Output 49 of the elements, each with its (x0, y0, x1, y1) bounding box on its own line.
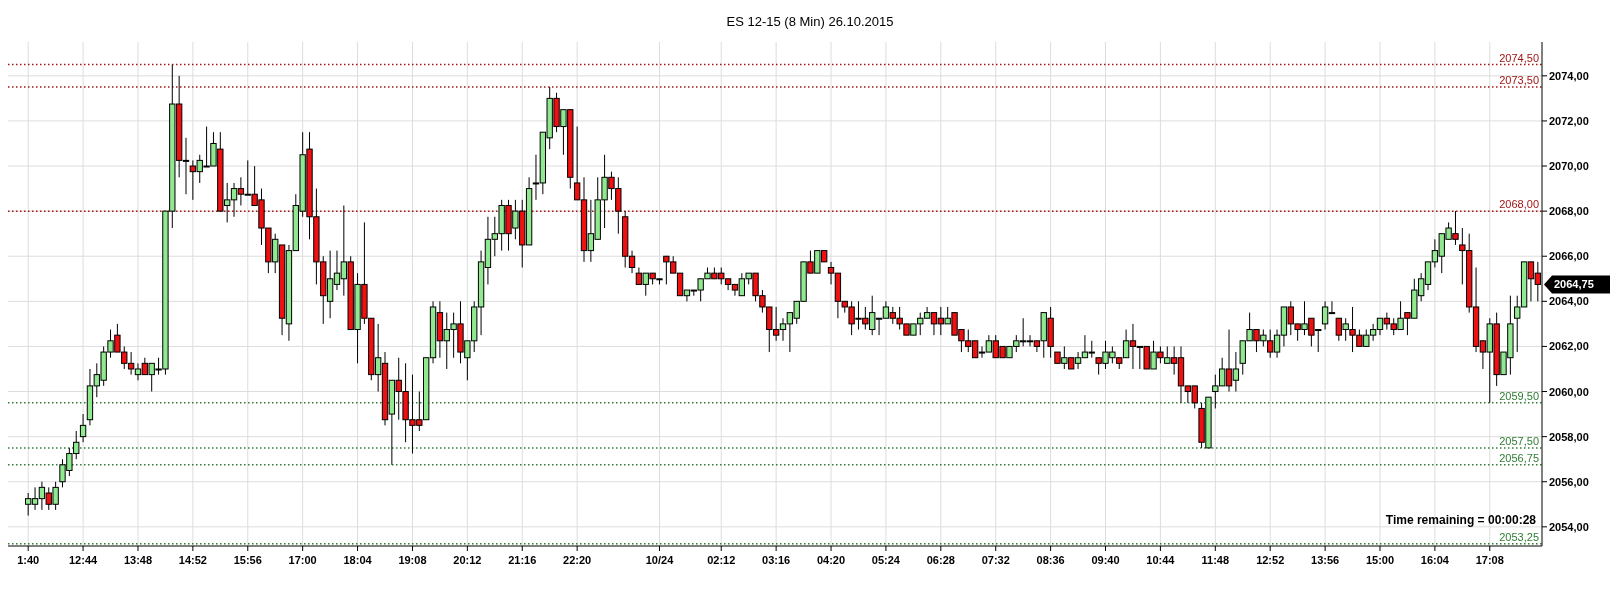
y-tick-label: 2074,00 (1549, 69, 1589, 82)
ref-line-label: 2068,00 (1499, 198, 1539, 211)
x-tick-label: 19:08 (398, 554, 427, 566)
x-tick-label: 14:52 (178, 554, 207, 566)
y-tick-label: 2068,00 (1549, 205, 1589, 218)
ref-line-label: 2053,25 (1499, 530, 1539, 543)
x-tick-label: 09:40 (1091, 554, 1120, 566)
x-tick-label: 10:44 (1146, 554, 1176, 566)
x-tick-label: 13:56 (1311, 554, 1340, 566)
x-tick-label: 03:16 (762, 554, 791, 566)
x-tick-label: 06:28 (926, 554, 955, 566)
x-tick-label: 12:52 (1256, 554, 1285, 566)
x-tick-label: 20:12 (453, 554, 482, 566)
y-tick-label: 2066,00 (1549, 250, 1589, 263)
y-tick-label: 2064,00 (1549, 295, 1589, 308)
x-tick-label: 05:24 (871, 554, 901, 566)
x-tick-label: 13:48 (123, 554, 153, 566)
x-tick-label: 11:48 (1201, 554, 1230, 566)
x-tick-label: 22:20 (563, 554, 592, 566)
candlestick (79, 413, 87, 443)
y-tick-label: 2070,00 (1549, 160, 1589, 173)
ref-line-label: 2073,50 (1499, 74, 1539, 87)
y-tick-label: 2072,00 (1549, 114, 1589, 127)
text: 2064,75 (1554, 278, 1594, 291)
x-tick-label: 17:00 (288, 554, 317, 566)
ref-line-label: 2056,75 (1499, 451, 1539, 464)
y-tick-label: 2054,00 (1549, 520, 1589, 533)
x-tick-label: 15:00 (1365, 554, 1395, 566)
y-tick-label: 2058,00 (1549, 430, 1589, 443)
annotation: Time remaining = 00:00:28 (1385, 513, 1537, 527)
ref-line-label: 2074,50 (1499, 51, 1539, 64)
y-tick-label: 2060,00 (1549, 385, 1589, 398)
ref-line-label: 2059,50 (1499, 389, 1539, 402)
x-tick-label: 17:08 (1475, 554, 1504, 566)
ref-line-label: 2057,50 (1499, 434, 1539, 447)
x-tick-label: 10/24 (645, 554, 675, 566)
x-tick-label: 07:32 (981, 554, 1010, 566)
x-tick-label: 18:04 (343, 554, 373, 566)
x-tick-label: 02:12 (707, 554, 736, 566)
x-tick-label: 15:56 (233, 554, 262, 566)
x-tick-label: 08:36 (1036, 554, 1065, 566)
x-tick-label: 1:40 (17, 554, 40, 566)
y-tick-label: 2062,00 (1549, 340, 1589, 353)
x-tick-label: 12:44 (69, 554, 99, 566)
y-tick-label: 2056,00 (1549, 475, 1589, 488)
x-tick-label: 21:16 (508, 554, 537, 566)
x-tick-label: 16:04 (1420, 554, 1450, 566)
x-tick-label: 04:20 (816, 554, 846, 566)
chart-title: ES 12-15 (8 Min) 26.10.2015 (726, 14, 894, 29)
